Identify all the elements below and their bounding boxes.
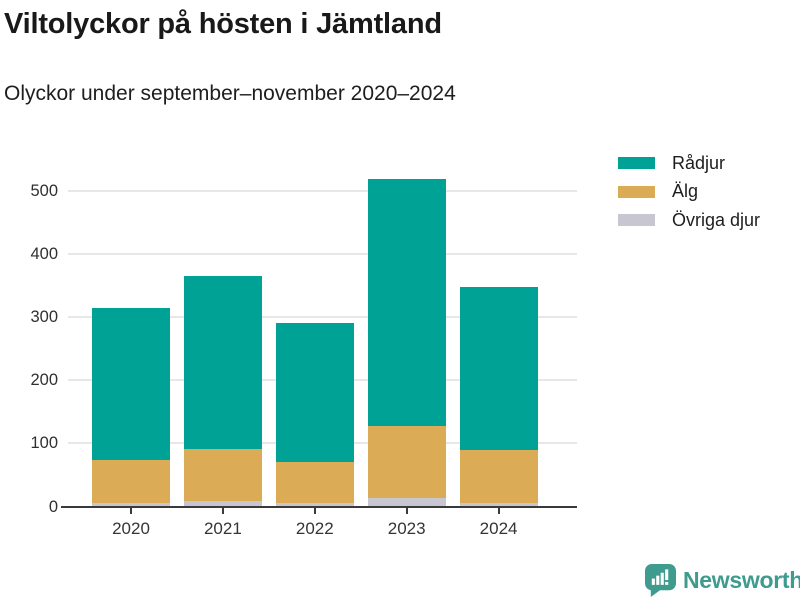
x-axis-tick-label: 2024 [479, 519, 518, 538]
legend-label-radjur: Rådjur [672, 152, 726, 173]
bar-2020-radjur [92, 308, 170, 460]
x-axis-tick [405, 507, 408, 514]
legend-item-radjur: Rådjur [618, 149, 760, 178]
bar-2024-radjur [459, 287, 538, 451]
y-axis-tick-label: 500 [30, 181, 58, 200]
legend: Rådjur Älg Övriga djur [618, 149, 760, 235]
bar-2022-radjur [275, 322, 354, 462]
y-axis-tick-label: 100 [30, 434, 58, 453]
bar-chart-speech-bubble-icon [645, 564, 676, 597]
legend-swatch-radjur [618, 157, 655, 170]
x-axis-tick [313, 507, 316, 514]
bar-2023-ovriga-djur [367, 498, 446, 507]
x-axis-tick [221, 507, 224, 514]
bar-2021-radjur [183, 276, 262, 449]
bar-2023-radjur [367, 179, 446, 427]
x-axis-tick-label: 2022 [295, 519, 334, 538]
x-axis-line [61, 505, 577, 508]
x-axis-tick-label: 2023 [387, 519, 426, 538]
legend-label-ovriga-djur: Övriga djur [672, 209, 761, 230]
bar-2024-alg [459, 450, 538, 504]
brand-footer: Newsworthy [645, 564, 800, 597]
gridline-y500 [68, 189, 577, 192]
bar-2021-alg [183, 448, 262, 502]
bar-2022-ovriga-djur [275, 502, 354, 507]
bar-2020-ovriga-djur [92, 502, 170, 507]
x-axis-tick [497, 507, 500, 514]
y-axis-tick-label: 0 [48, 497, 58, 516]
bar-2021-ovriga-djur [183, 501, 262, 507]
x-axis-tick-label: 2020 [112, 519, 150, 538]
legend-swatch-ovriga-djur [618, 214, 655, 227]
bar-2023-alg [367, 426, 446, 499]
legend-item-alg: Älg [618, 178, 760, 207]
bar-2024-ovriga-djur [459, 503, 538, 507]
gridline-y300 [68, 315, 577, 318]
legend-label-alg: Älg [672, 181, 699, 202]
x-axis-tick [130, 507, 132, 514]
bar-2022-alg [275, 461, 354, 503]
y-axis-tick-label: 200 [30, 371, 58, 390]
legend-swatch-alg [618, 185, 655, 198]
bar-2020-alg [92, 459, 170, 503]
chart-title: Viltolyckor på hösten i Jämtland [4, 8, 442, 40]
y-axis-tick-label: 400 [30, 244, 58, 263]
brand-wordmark: Newsworthy [683, 567, 800, 593]
y-axis-tick-label: 300 [30, 307, 58, 326]
gridline-y400 [68, 252, 577, 255]
chart-subtitle: Olyckor under september–november 2020–20… [4, 82, 456, 105]
legend-item-ovriga-djur: Övriga djur [618, 206, 760, 235]
x-axis-tick-label: 2021 [203, 519, 242, 538]
